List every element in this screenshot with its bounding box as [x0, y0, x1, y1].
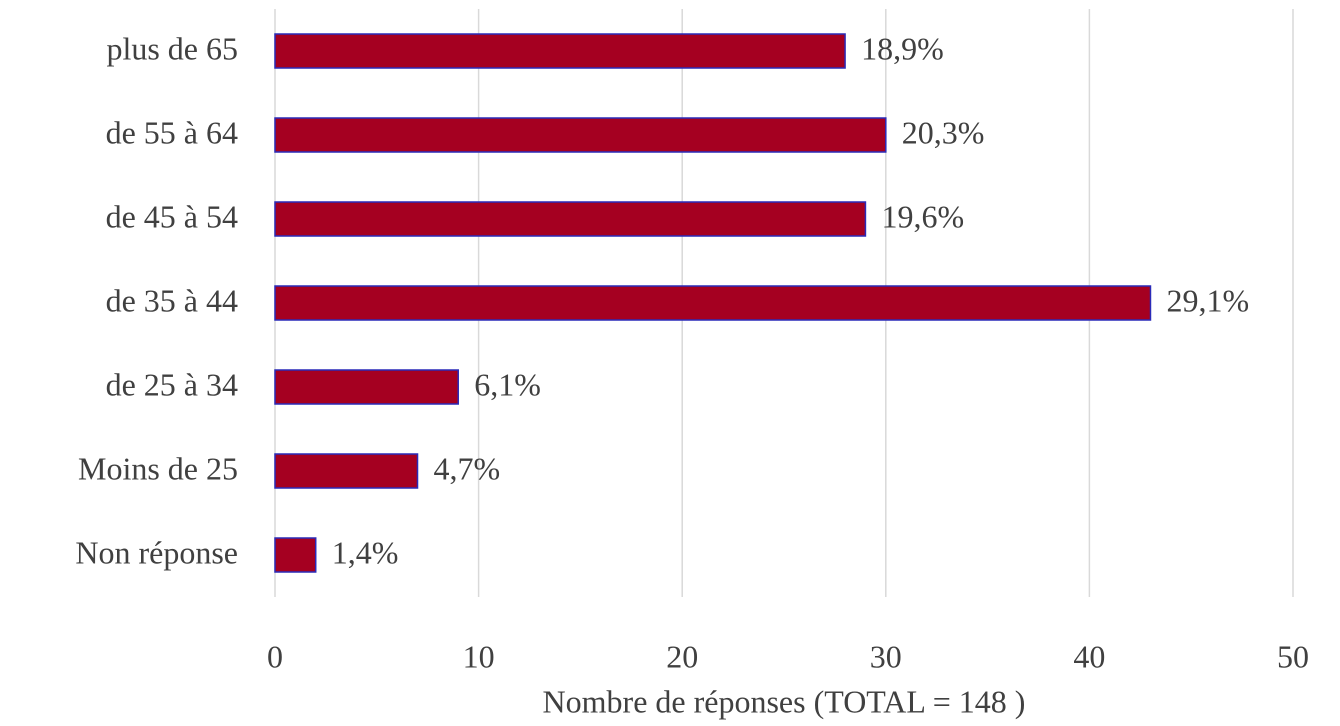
x-tick-label: 20	[666, 638, 698, 674]
x-tick-label: 10	[463, 638, 495, 674]
data-label: 19,6%	[881, 198, 964, 234]
x-axis-title: Nombre de réponses (TOTAL = 148 )	[543, 683, 1026, 719]
data-label: 6,1%	[474, 366, 541, 402]
x-tick-label: 0	[267, 638, 283, 674]
data-label: 4,7%	[434, 450, 501, 486]
data-label: 1,4%	[332, 534, 399, 570]
bar	[274, 33, 846, 69]
x-tick-label: 30	[870, 638, 902, 674]
bar	[274, 117, 887, 153]
bar	[274, 201, 867, 237]
x-tick-label: 40	[1073, 638, 1105, 674]
y-tick-label: de 25 à 34	[106, 366, 238, 402]
bar	[274, 369, 459, 405]
bar	[274, 453, 419, 489]
bar	[274, 537, 317, 573]
x-tick-label: 50	[1277, 638, 1309, 674]
data-label: 20,3%	[902, 114, 985, 150]
y-tick-label: de 55 à 64	[106, 114, 238, 150]
y-tick-label: de 35 à 44	[106, 282, 238, 318]
data-label: 18,9%	[861, 30, 944, 66]
y-tick-label: plus de 65	[106, 30, 238, 66]
bar	[274, 285, 1152, 321]
data-label: 29,1%	[1166, 282, 1249, 318]
y-tick-label: de 45 à 54	[106, 198, 238, 234]
y-tick-label: Moins de 25	[78, 450, 238, 486]
y-tick-label: Non réponse	[75, 534, 238, 570]
